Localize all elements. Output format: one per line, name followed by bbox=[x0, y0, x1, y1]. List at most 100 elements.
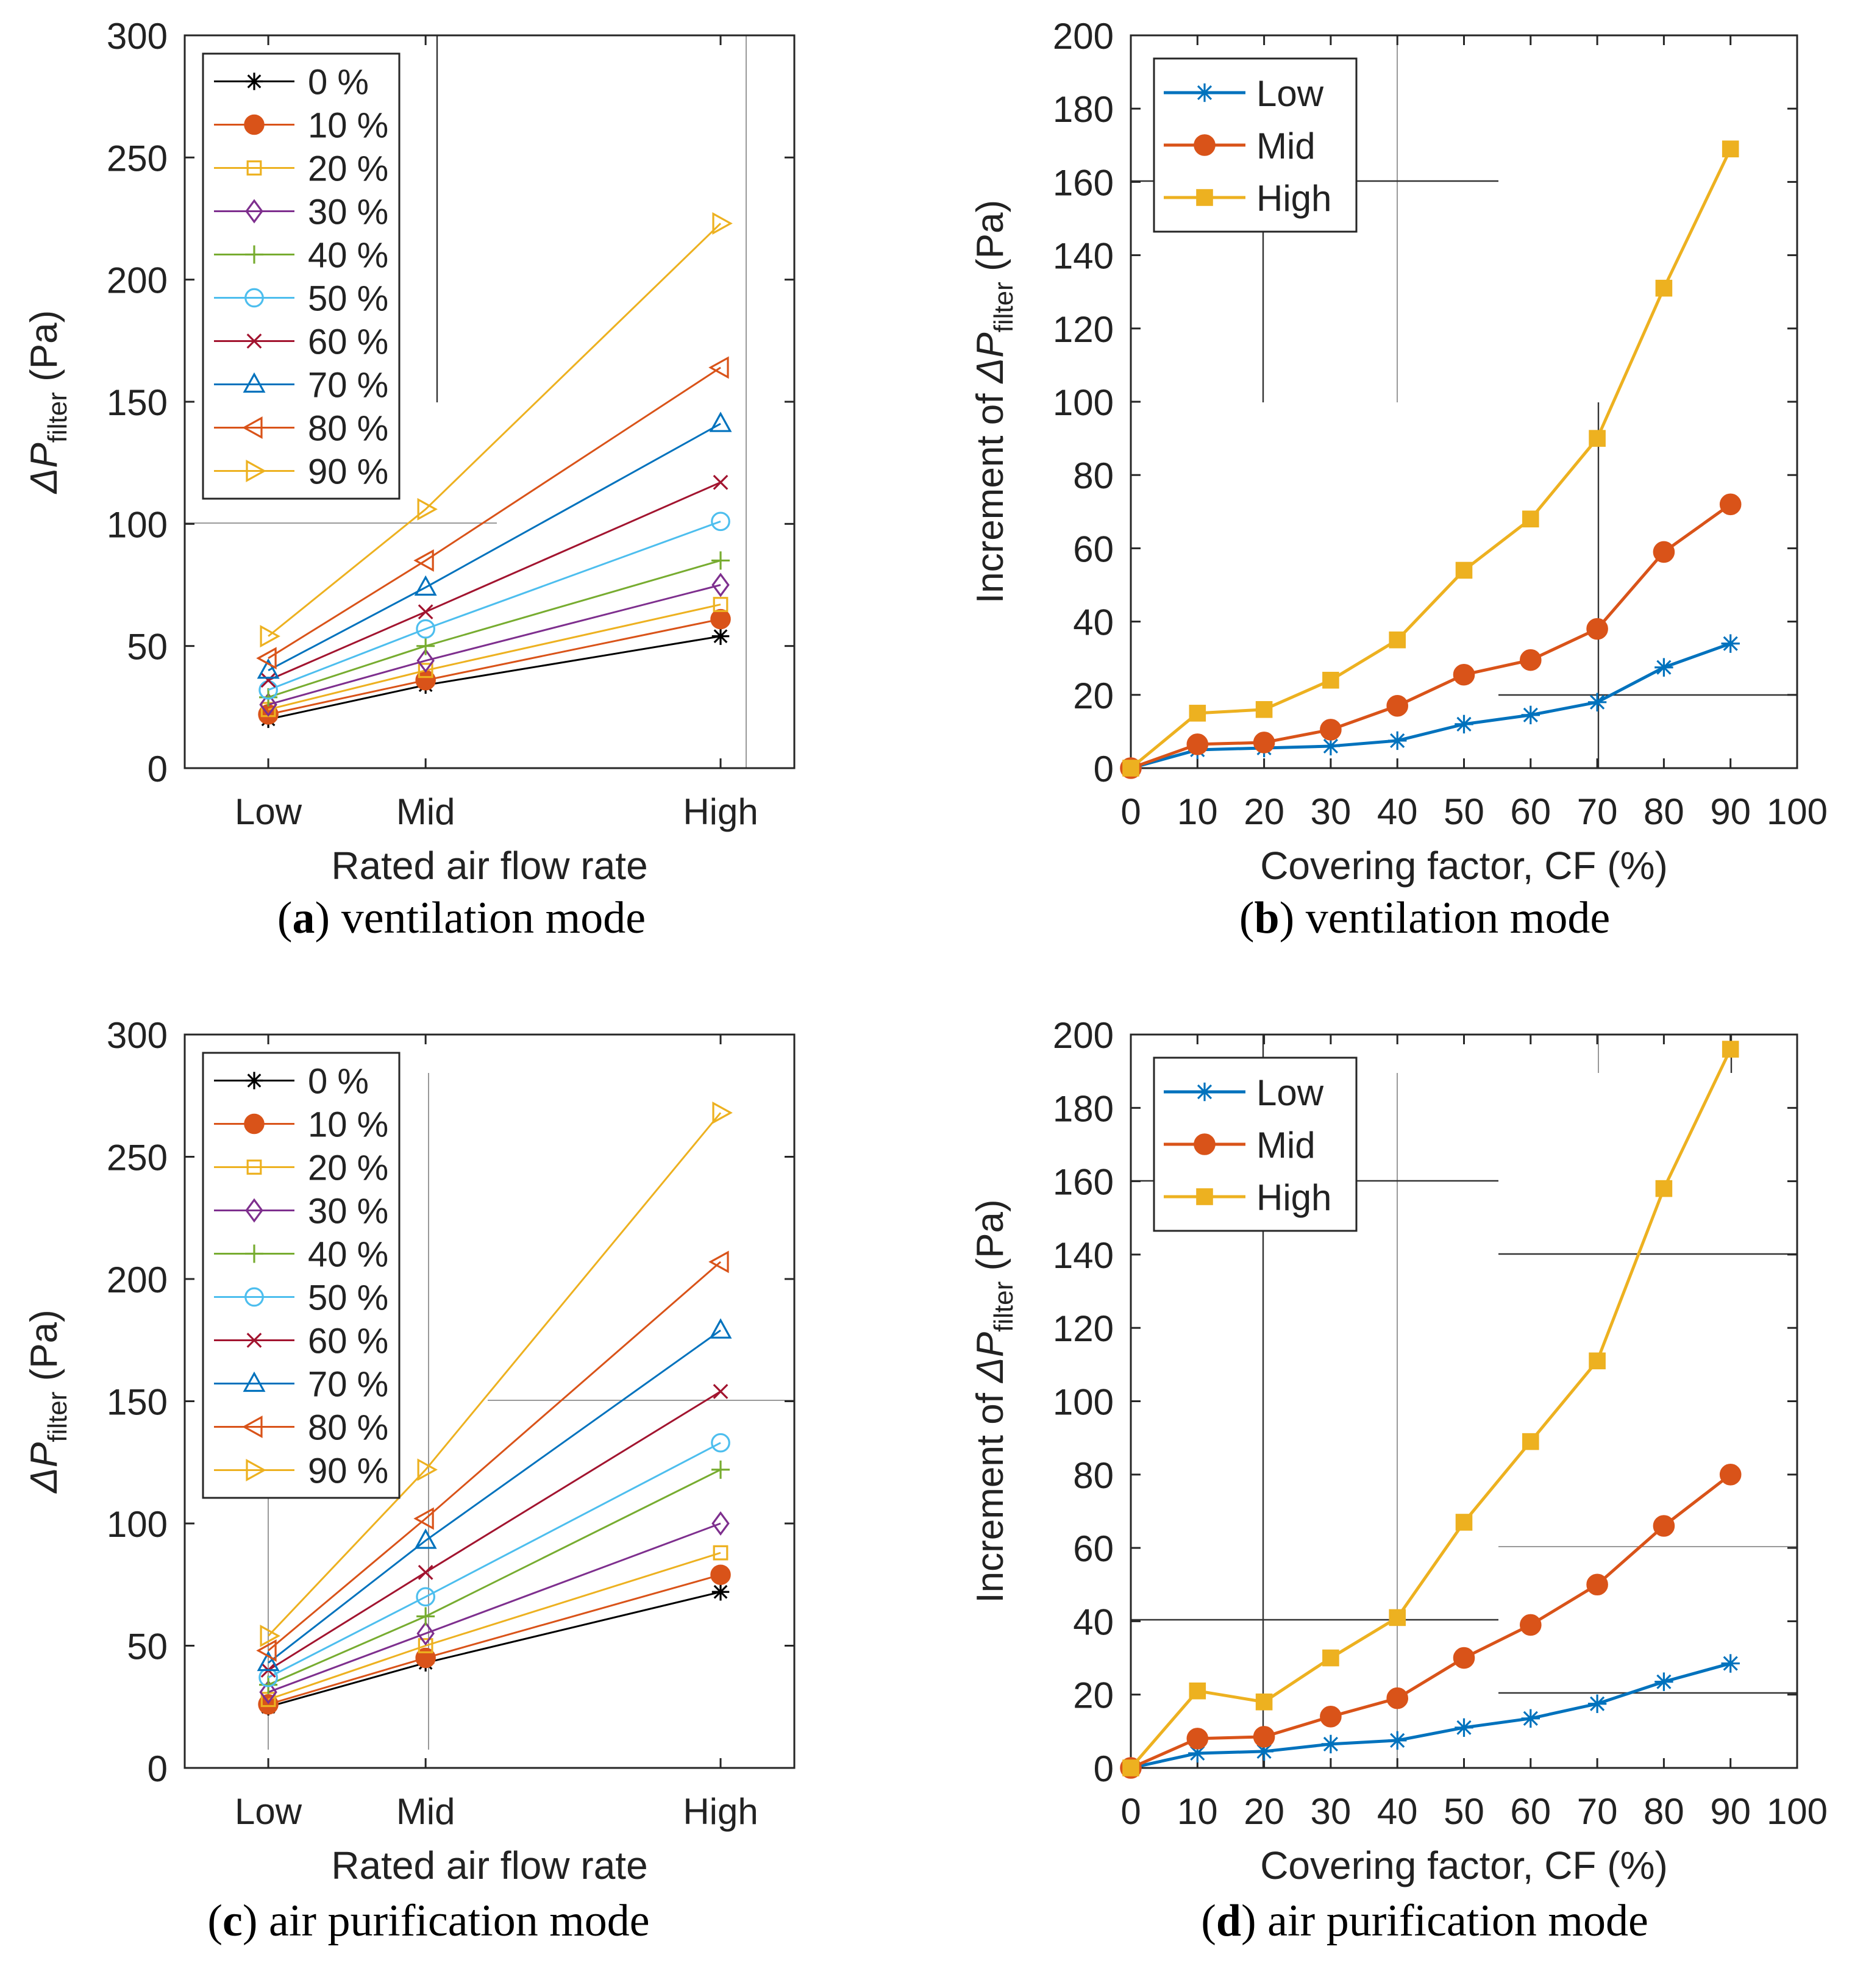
legend-marker bbox=[246, 333, 262, 349]
y-tick-label: 0 bbox=[148, 1748, 168, 1789]
data-point bbox=[712, 1101, 733, 1124]
legend-entry: 50 % bbox=[214, 279, 388, 319]
chart-b: 0 20 40 60 80 100 120 140 160 180 200 0 10 20 30 40 50 60… bbox=[969, 16, 1828, 943]
series-line bbox=[1130, 1662, 1731, 1770]
legend-label: 20 % bbox=[308, 149, 388, 189]
series-line bbox=[268, 520, 721, 691]
data-point bbox=[1586, 1573, 1608, 1596]
data-point bbox=[416, 1587, 436, 1607]
y-tick-label: 180 bbox=[1053, 1088, 1114, 1129]
legend-marker bbox=[245, 1072, 263, 1089]
data-point-part bbox=[1456, 716, 1472, 732]
legend-marker-part bbox=[1197, 1084, 1213, 1100]
data-point bbox=[710, 1564, 731, 1585]
caption-open: ( bbox=[207, 1896, 223, 1946]
legend-marker bbox=[242, 416, 263, 439]
legend-marker bbox=[244, 1287, 264, 1307]
y-tick-label: 80 bbox=[1073, 455, 1114, 496]
caption-open: ( bbox=[1201, 1896, 1216, 1946]
y-tick-label: 100 bbox=[1053, 382, 1114, 423]
data-point bbox=[713, 597, 728, 612]
y-axis-label-subscript: filter bbox=[43, 392, 73, 443]
legend-entry: 70 % bbox=[214, 366, 388, 405]
legend-label: Mid bbox=[1256, 1125, 1316, 1166]
y-tick-label: 20 bbox=[1073, 1675, 1114, 1716]
y-axis-label: Increment of ΔPfilter (Pa) bbox=[969, 1199, 1019, 1603]
series-60-pct bbox=[260, 474, 728, 688]
caption-text: ) air purification mode bbox=[243, 1896, 650, 1946]
y-tick-label: 0 bbox=[1094, 749, 1114, 789]
caption-letter: d bbox=[1216, 1896, 1241, 1946]
data-point bbox=[1719, 1464, 1742, 1486]
data-point bbox=[1589, 1352, 1606, 1370]
legend-label: 50 % bbox=[308, 279, 388, 319]
legend-entry: Low bbox=[1164, 1072, 1324, 1113]
data-point-part bbox=[1590, 1696, 1605, 1711]
x-tick-label: 40 bbox=[1377, 1791, 1418, 1832]
legend-label: 0 % bbox=[308, 63, 369, 102]
legend-label: 20 % bbox=[308, 1149, 388, 1188]
series-line bbox=[268, 422, 721, 672]
legend-entry: High bbox=[1164, 178, 1331, 219]
legend-entry: 50 % bbox=[214, 1278, 388, 1318]
y-tick-label: 0 bbox=[148, 749, 168, 789]
series-line bbox=[268, 1552, 721, 1701]
series-line bbox=[1130, 1473, 1732, 1770]
y-axis-label-subscript: filter bbox=[989, 282, 1019, 332]
data-point bbox=[1453, 663, 1475, 686]
legend-marker bbox=[1194, 134, 1216, 156]
data-point bbox=[713, 474, 728, 490]
y-tick-label: 100 bbox=[107, 1504, 168, 1545]
data-point-part bbox=[1323, 738, 1338, 754]
legend-entry: 60 % bbox=[214, 1322, 388, 1361]
legend-entry: 70 % bbox=[214, 1365, 388, 1405]
x-tick-label: High bbox=[683, 791, 758, 832]
legend-entry: 80 % bbox=[214, 409, 388, 449]
data-point bbox=[1389, 1609, 1406, 1626]
legend-entry: 30 % bbox=[214, 193, 388, 232]
legend-label: Mid bbox=[1256, 126, 1316, 166]
legend-marker-part bbox=[1197, 85, 1213, 101]
legend-marker-part bbox=[246, 333, 262, 349]
legend-box bbox=[202, 1052, 401, 1499]
legend-marker-part bbox=[247, 74, 262, 88]
data-point bbox=[1653, 541, 1675, 563]
data-point bbox=[1320, 719, 1342, 741]
legend: Low Mid High bbox=[1153, 57, 1358, 233]
y-tick-label: 40 bbox=[1073, 1601, 1114, 1642]
data-point-part bbox=[1390, 733, 1405, 749]
data-point bbox=[256, 647, 277, 670]
data-point bbox=[711, 551, 730, 570]
data-point bbox=[711, 511, 730, 532]
caption-open: ( bbox=[277, 893, 293, 943]
data-point bbox=[1655, 279, 1673, 297]
y-axis-label-unit: (Pa) bbox=[969, 200, 1011, 282]
y-axis-label-subscript: filter bbox=[989, 1281, 1019, 1332]
legend-label: 70 % bbox=[308, 366, 388, 405]
legend-label: 10 % bbox=[308, 1105, 388, 1145]
legend: 0 %10 % 20 % 30 % 40 %50 % 60 % 70 %80 % 90 % bbox=[202, 1052, 401, 1499]
y-tick-label: 200 bbox=[1053, 1015, 1114, 1056]
legend-label: 90 % bbox=[308, 452, 388, 492]
series-10-pct bbox=[258, 608, 731, 725]
data-point bbox=[713, 1545, 728, 1561]
legend-entry: 10 % bbox=[214, 1105, 388, 1145]
legend-marker bbox=[246, 1333, 262, 1348]
legend-entry: 80 % bbox=[214, 1408, 388, 1448]
legend-marker bbox=[1196, 1188, 1213, 1205]
data-point bbox=[1455, 561, 1473, 579]
y-axis-label: Increment of ΔPfilter (Pa) bbox=[969, 200, 1019, 604]
y-tick-label: 60 bbox=[1073, 1528, 1114, 1569]
legend-marker bbox=[246, 1459, 266, 1481]
legend-entry: 0 % bbox=[214, 1062, 369, 1102]
data-point bbox=[711, 627, 730, 645]
legend-marker bbox=[244, 1113, 265, 1135]
legend-label: 60 % bbox=[308, 1322, 388, 1361]
x-tick-label: 0 bbox=[1120, 791, 1141, 832]
series-High bbox=[1122, 140, 1739, 777]
y-tick-label: 150 bbox=[107, 1382, 168, 1423]
legend-marker bbox=[246, 1160, 262, 1175]
x-tick-label: 60 bbox=[1510, 1791, 1551, 1832]
legend-marker bbox=[244, 288, 264, 308]
data-point bbox=[417, 1458, 438, 1481]
